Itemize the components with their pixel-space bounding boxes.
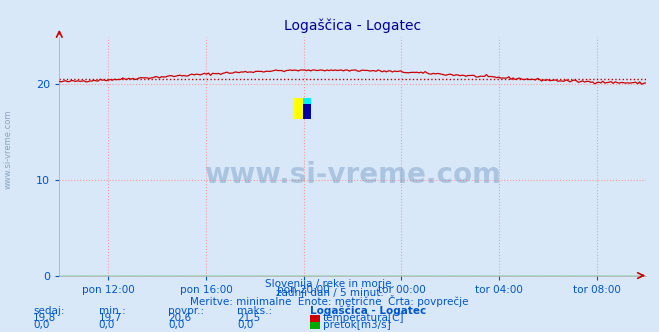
Text: sedaj:: sedaj: (33, 306, 65, 316)
Text: www.si-vreme.com: www.si-vreme.com (204, 161, 501, 189)
Text: 19,8: 19,8 (33, 313, 56, 323)
Text: 20,6: 20,6 (168, 313, 191, 323)
Text: 0,0: 0,0 (237, 320, 254, 330)
Text: povpr.:: povpr.: (168, 306, 204, 316)
Text: temperatura[C]: temperatura[C] (323, 313, 405, 323)
Text: Logaščica - Logatec: Logaščica - Logatec (310, 305, 426, 316)
Title: Logaščica - Logatec: Logaščica - Logatec (284, 18, 421, 33)
Text: Meritve: minimalne  Enote: metrične  Črta: povprečje: Meritve: minimalne Enote: metrične Črta:… (190, 295, 469, 307)
Text: 0,0: 0,0 (99, 320, 115, 330)
Text: pretok[m3/s]: pretok[m3/s] (323, 320, 391, 330)
Text: min.:: min.: (99, 306, 126, 316)
Text: zadnji dan / 5 minut.: zadnji dan / 5 minut. (275, 288, 384, 298)
Text: Slovenija / reke in morje.: Slovenija / reke in morje. (264, 279, 395, 289)
Text: 0,0: 0,0 (168, 320, 185, 330)
Text: 19,7: 19,7 (99, 313, 122, 323)
Text: www.si-vreme.com: www.si-vreme.com (4, 110, 13, 189)
Text: 0,0: 0,0 (33, 320, 49, 330)
Text: maks.:: maks.: (237, 306, 272, 316)
Text: 21,5: 21,5 (237, 313, 260, 323)
